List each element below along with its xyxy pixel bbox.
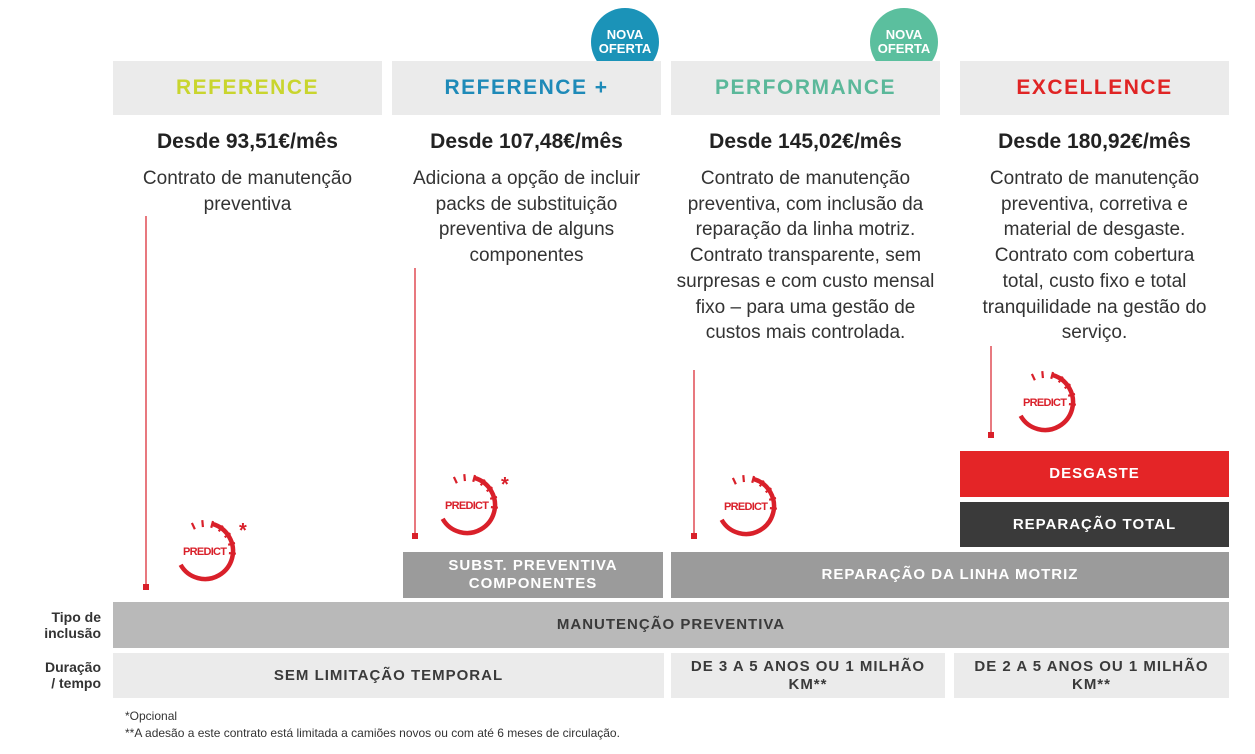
icon-tick [217, 524, 224, 532]
predict-icon: PREDICT * [436, 474, 509, 536]
icon-note: * [239, 520, 247, 542]
plan-header: REFERENCE + [392, 61, 661, 115]
description-line: Contrato transparente, sem [689, 245, 922, 267]
predict-icon: PREDICT * [174, 520, 247, 582]
description-line: packs de substituição [435, 193, 618, 215]
inclusion-bar: REPARAÇÃO TOTAL [960, 502, 1229, 547]
row-label-line: Duração [44, 659, 101, 675]
plan-description: Contrato de manutenção preventiva, corret… [960, 166, 1229, 346]
plan-description: Contrato de manutenção preventiva [113, 166, 382, 217]
bar-text: COMPONENTES [468, 575, 598, 592]
description-line: Contrato de manutenção [700, 168, 911, 189]
icon-tick [463, 474, 467, 482]
footnote: *Opcional [125, 709, 178, 723]
footnote: **A adesão a este contrato está limitada… [125, 726, 620, 740]
icon-tick [472, 474, 477, 483]
icon-tick [479, 478, 486, 486]
row-label-line: inclusão [44, 625, 101, 641]
description-line: Contrato de manutenção [142, 168, 353, 189]
icon-label: PREDICT [445, 500, 489, 512]
icon-tick [224, 532, 232, 539]
description-line: componentes [469, 245, 584, 267]
icon-tick [769, 506, 777, 510]
icon-tick [1057, 375, 1064, 383]
icon-tick [490, 505, 498, 509]
description-line: Contrato de manutenção [989, 168, 1200, 189]
icon-tick [1041, 371, 1045, 379]
duration-bar: DE 2 A 5 ANOS OU 1 MILHÃO KM** [954, 653, 1229, 698]
connector-lines [145, 216, 992, 587]
plan-price: Desde 145,02€/mês [709, 130, 902, 153]
icon-tick [742, 475, 746, 483]
icon-tick [227, 541, 236, 546]
plan-description: Contrato de manutenção preventiva, com in… [671, 166, 940, 346]
badge-text: NOVA [606, 27, 644, 42]
duration-bar: SEM LIMITAÇÃO TEMPORAL [113, 653, 664, 698]
row-label-line: Tipo de [51, 609, 101, 625]
icon-tick [190, 522, 196, 530]
duration-bar: DE 3 A 5 ANOS OU 1 MILHÃO KM** [671, 653, 945, 698]
row-label-line: / tempo [51, 675, 101, 691]
description-line: total, custo fixo e total [1002, 270, 1187, 292]
inclusion-bar: MANUTENÇÃO PREVENTIVA [113, 602, 1229, 648]
description-line: tranquilidade na gestão do [982, 296, 1207, 318]
icon-label: PREDICT [1023, 397, 1067, 409]
bar-text: SUBST. PREVENTIVA [448, 557, 618, 574]
icon-tick [1068, 402, 1076, 406]
description-line: preventiva, com inclusão da [687, 193, 924, 215]
description-line: preventiva, corretiva e [1001, 193, 1188, 215]
icon-tick [1067, 392, 1076, 397]
row-label: Tipo de inclusão [44, 609, 101, 641]
icon-tick [486, 486, 494, 493]
plan-price: Desde 180,92€/mês [998, 130, 1191, 153]
plan-description: Adiciona a opção de incluir packs de subs… [392, 166, 661, 269]
description-line: material de desgaste. [1003, 219, 1186, 241]
icon-note: * [501, 474, 509, 496]
icon-tick [210, 520, 215, 529]
plan-header: EXCELLENCE [960, 61, 1229, 115]
icon-tick [1064, 383, 1072, 390]
icon-tick [768, 496, 777, 501]
badge-text: OFERTA [598, 41, 652, 56]
icon-tick [228, 551, 236, 555]
row-label: Duração / tempo [45, 659, 101, 691]
description-line: Adiciona a opção de incluir [412, 168, 641, 189]
icon-tick [765, 487, 773, 494]
description-line: Contrato com cobertura [994, 245, 1195, 267]
plan-header: PERFORMANCE [671, 61, 940, 115]
badge-text: NOVA [885, 27, 923, 42]
description-line: preventiva [203, 193, 292, 215]
plan-price: Desde 107,48€/mês [430, 130, 623, 153]
description-line: fixo – para uma gestão de [695, 296, 916, 318]
predict-icon: PREDICT [1014, 371, 1076, 433]
icon-label: PREDICT [183, 546, 227, 558]
plan-header: REFERENCE [113, 61, 382, 115]
description-line: serviço. [1061, 322, 1128, 344]
icon-label: PREDICT [724, 501, 768, 513]
inclusion-bar: DESGASTE [960, 451, 1229, 497]
icon-tick [489, 495, 498, 500]
icon-tick [731, 477, 737, 485]
description-line: reparação da linha motriz. [695, 219, 916, 241]
inclusion-bar: REPARAÇÃO DA LINHA MOTRIZ [671, 552, 1229, 598]
icon-tick [452, 476, 458, 484]
icon-tick [758, 479, 765, 487]
icon-tick [1050, 371, 1055, 380]
description-line: custos mais controlada. [705, 322, 906, 344]
icon-tick [751, 475, 756, 484]
icon-tick [1030, 373, 1036, 381]
badge-text: OFERTA [877, 41, 931, 56]
description-line: surpresas e com custo mensal [676, 270, 935, 292]
description-line: preventiva de alguns [438, 219, 615, 241]
predict-icon: PREDICT [715, 475, 777, 537]
plan-price: Desde 93,51€/mês [157, 130, 338, 153]
inclusion-bar: SUBST. PREVENTIVA COMPONENTES [403, 552, 663, 598]
icon-tick [201, 520, 205, 528]
